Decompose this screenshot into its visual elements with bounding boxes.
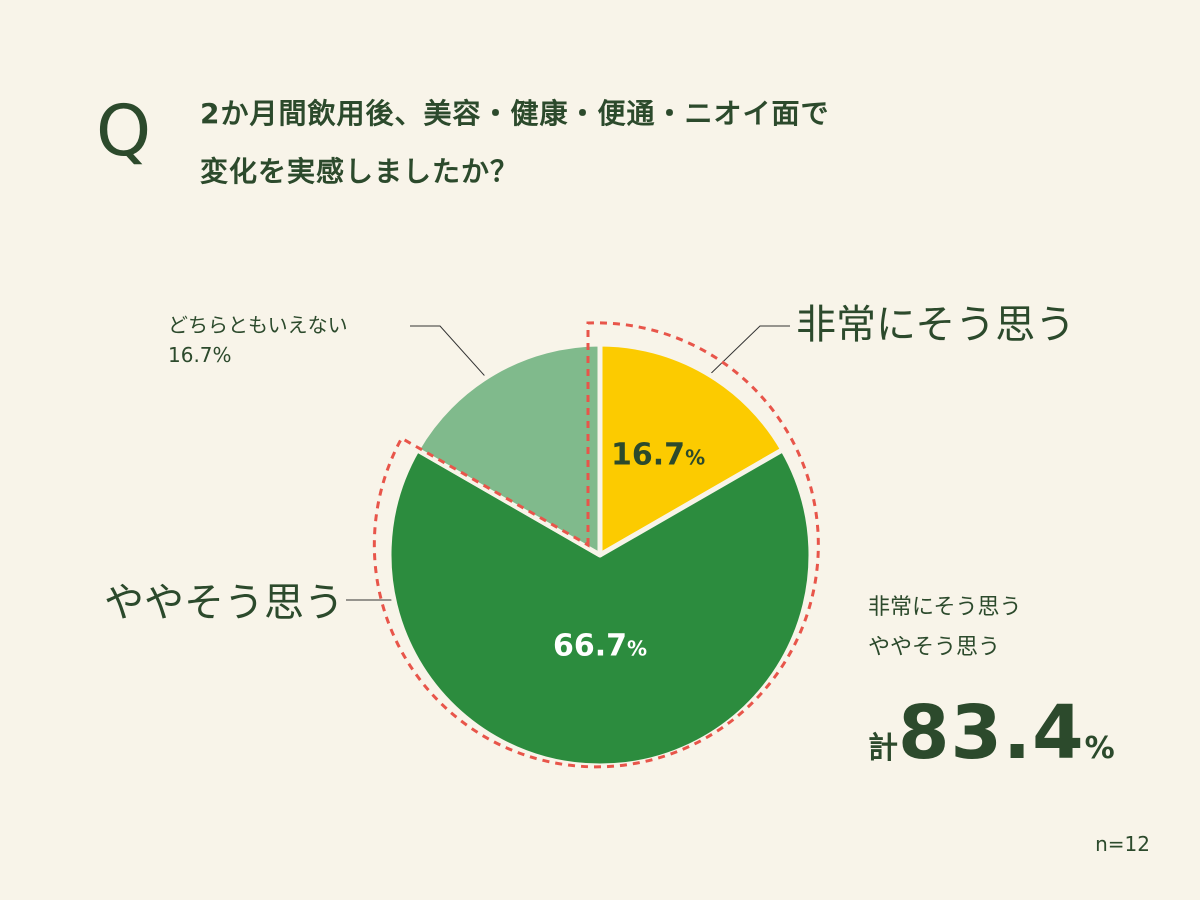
sample-size-note: n=12 <box>1095 832 1150 856</box>
pie-slice-label-1: 66.7% <box>553 629 647 664</box>
total-value-row: 計83.4% <box>868 690 1115 776</box>
highlight-dashed-outline <box>372 321 820 769</box>
total-caption: 非常にそう思う ややそう思う <box>868 588 1022 668</box>
pie-slice-label-0: 16.7% <box>611 438 705 473</box>
question-marker: Q <box>96 90 152 172</box>
pie-slice-2 <box>414 341 603 558</box>
label-strong: 非常にそう思う <box>796 302 1076 348</box>
total-value: 83.4 <box>898 690 1085 776</box>
label-some: ややそう思う <box>104 580 344 626</box>
pie-slice-0 <box>597 341 786 558</box>
total-unit: % <box>1084 731 1115 766</box>
question-line-2: 変化を実感しましたか？ <box>200 155 520 188</box>
pie-slice-labels: 16.7% 66.7% <box>553 438 705 664</box>
leader-line-strong <box>699 325 790 385</box>
label-neutral: どちらともいえない 16.7% <box>168 310 348 370</box>
total-prefix: 計 <box>868 731 898 766</box>
question-line-1: 2か月間飲用後、美容・健康・便通・ニオイ面で <box>200 97 830 130</box>
total-caption-line-2: ややそう思う <box>868 635 1001 660</box>
pie-slices <box>386 341 814 769</box>
label-neutral-value: 16.7% <box>168 343 232 367</box>
label-neutral-name: どちらともいえない <box>168 313 348 337</box>
total-caption-line-1: 非常にそう思う <box>868 595 1022 620</box>
leader-line-neutral <box>410 325 493 385</box>
